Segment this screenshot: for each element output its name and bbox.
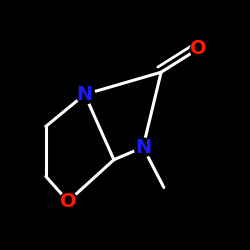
Point bbox=[83, 92, 87, 96]
Point bbox=[66, 200, 70, 203]
Text: O: O bbox=[190, 39, 207, 58]
Point bbox=[141, 145, 145, 149]
Text: N: N bbox=[135, 138, 151, 157]
Text: N: N bbox=[76, 85, 93, 104]
Point bbox=[196, 46, 200, 50]
Text: O: O bbox=[60, 192, 76, 211]
